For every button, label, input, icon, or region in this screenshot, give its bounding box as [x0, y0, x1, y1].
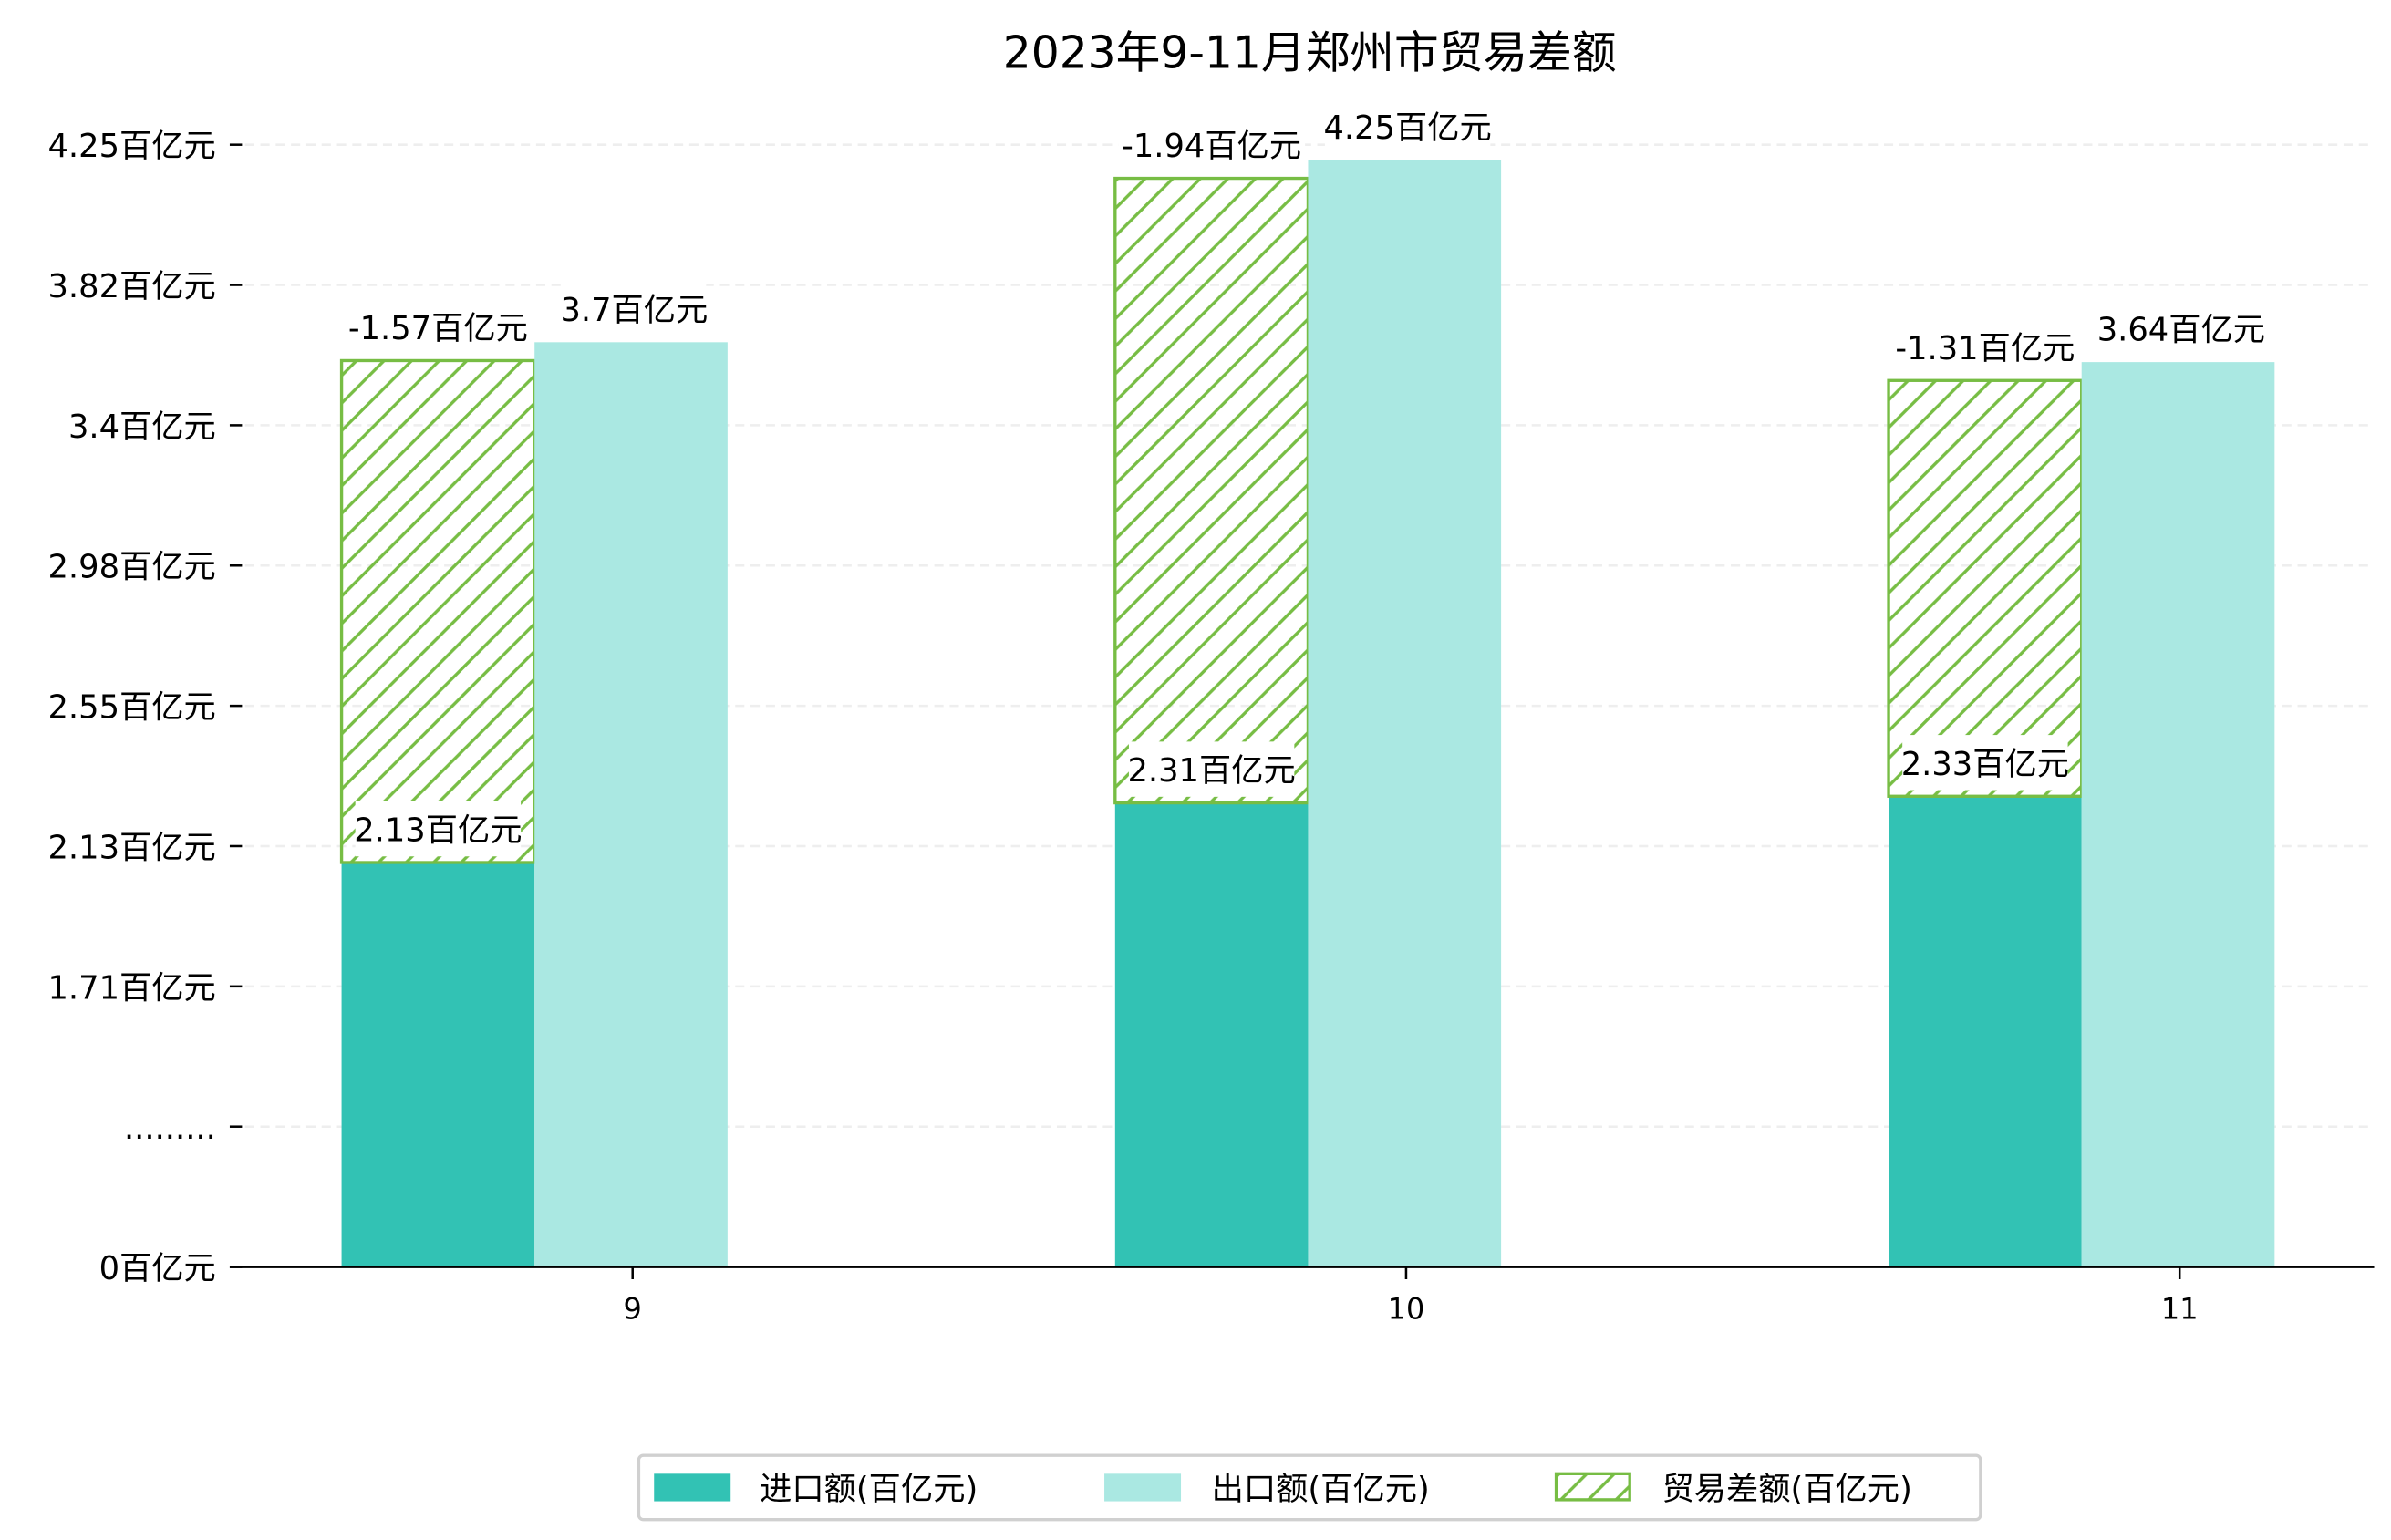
export-data-label-background: [1324, 98, 1491, 154]
y-tick-label: 3.4百亿元: [68, 408, 216, 446]
import-data-label-background: [1902, 735, 2068, 791]
import-data-label: 2.31百亿元: [1127, 752, 1295, 790]
export-data-label-group: 3.7百亿元: [560, 281, 708, 336]
import-data-label-background: [355, 801, 522, 857]
y-tick-label: 0百亿元: [99, 1250, 216, 1287]
balance-data-label-group: -1.31百亿元: [1891, 319, 2079, 375]
legend-frame: [637, 1453, 1982, 1522]
y-tick-label: 3.82百亿元: [48, 268, 216, 305]
balance-data-label-group: -1.57百亿元: [344, 299, 532, 355]
import-data-label: 2.13百亿元: [354, 811, 522, 849]
balance-data-label: -1.31百亿元: [1895, 330, 2075, 367]
import-data-label-group: 2.31百亿元: [1127, 741, 1296, 797]
export-bar: [1308, 160, 1502, 1267]
y-tick-label: 4.25百亿元: [48, 128, 216, 165]
balance-data-label-background: [1118, 117, 1306, 172]
legend: 进口额(百亿元) 出口额(百亿元) 贸易差额(百亿元): [637, 1453, 1982, 1522]
export-data-label-group: 3.64百亿元: [2097, 300, 2265, 357]
import-bar: [1889, 796, 2082, 1267]
legend-label-balance: 贸易差额(百亿元): [1661, 1471, 1911, 1508]
export-data-label: 4.25百亿元: [1323, 109, 1491, 147]
chart-title: 2023年9-11月郑州市贸易差额: [1003, 27, 1617, 78]
export-data-label: 3.64百亿元: [2097, 312, 2265, 349]
import-data-label-group: 2.33百亿元: [1901, 735, 2069, 791]
balance-data-label-background: [1891, 319, 2079, 375]
balance-data-label-background: [344, 299, 532, 355]
export-bar: [534, 342, 728, 1267]
legend-label-export: 出口额(百亿元): [1212, 1471, 1430, 1508]
balance-bar: [1887, 378, 2084, 798]
legend-swatch-export: [1104, 1473, 1182, 1502]
legend-label-import: 进口额(百亿元): [760, 1471, 978, 1508]
import-data-label-background: [1128, 741, 1295, 797]
import-bar: [1114, 802, 1309, 1267]
export-bar: [2081, 362, 2275, 1267]
y-tick-label: .........: [124, 1110, 216, 1147]
y-tick-label: 2.13百亿元: [48, 829, 216, 866]
balance-data-label: -1.94百亿元: [1122, 128, 1301, 165]
export-data-label-background: [562, 281, 707, 336]
x-tick-label: 11: [2161, 1292, 2199, 1327]
y-tick-label: 2.55百亿元: [48, 689, 216, 727]
balance-data-label: -1.57百亿元: [348, 310, 528, 347]
import-data-label: 2.33百亿元: [1901, 746, 2069, 783]
balance-bar: [339, 358, 536, 864]
import-bar: [341, 862, 535, 1267]
export-data-label-background: [2098, 300, 2264, 357]
import-data-label-group: 2.13百亿元: [354, 801, 523, 857]
export-data-label: 3.7百亿元: [560, 292, 708, 329]
legend-swatch-import: [654, 1473, 731, 1502]
y-tick-label: 1.71百亿元: [48, 969, 216, 1007]
balance-bar: [1113, 176, 1310, 805]
balance-data-label-group: -1.94百亿元: [1118, 117, 1306, 172]
export-data-label-group: 4.25百亿元: [1323, 98, 1492, 154]
legend-swatch-balance: [1554, 1472, 1631, 1502]
x-tick-label: 9: [624, 1292, 642, 1327]
x-tick-label: 10: [1388, 1292, 1425, 1327]
y-tick-label: 2.98百亿元: [48, 549, 216, 586]
